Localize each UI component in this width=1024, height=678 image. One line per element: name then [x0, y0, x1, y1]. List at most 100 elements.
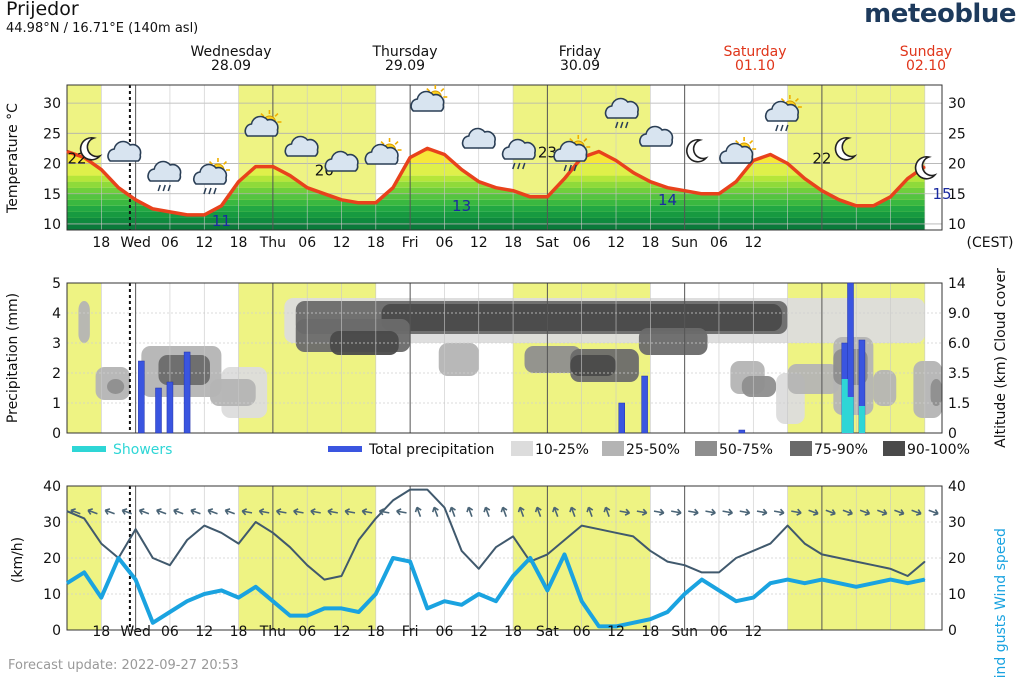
- wind-speed-point: [83, 571, 85, 573]
- legend-swatch-cloud: [695, 441, 717, 456]
- legend-label-cloud: 90-100%: [907, 442, 970, 458]
- weather-icon: [461, 127, 496, 149]
- legend-swatch-total: [328, 446, 362, 452]
- temperature-point: [598, 150, 600, 152]
- weather-icon: [553, 135, 591, 172]
- sun-ray: [569, 137, 574, 142]
- weather-icon: [410, 85, 448, 112]
- cloud-shape: [719, 142, 754, 164]
- temperature-min-label: 13: [452, 197, 471, 215]
- x-tick-label: 06: [298, 235, 316, 251]
- wind-gusts-point: [701, 571, 703, 573]
- wind-gusts-point: [135, 528, 137, 530]
- brand-logo[interactable]: meteoblue: [864, 0, 1016, 29]
- legend-swatch-showers: [72, 446, 106, 452]
- sun-ray: [380, 140, 385, 145]
- wind-gusts-point: [546, 553, 548, 555]
- wind-gusts-point: [306, 564, 308, 566]
- temperature-point: [924, 166, 926, 168]
- x-tick-label: Sat: [536, 235, 559, 251]
- wind-speed-point: [203, 593, 205, 595]
- temperature-point: [461, 169, 463, 171]
- temperature-band: [67, 223, 925, 230]
- wind-direction-arrow: [224, 508, 235, 515]
- x-tick-label: 18: [92, 624, 110, 640]
- wind-speed-point: [135, 579, 137, 581]
- wind-direction-arrow: [449, 506, 456, 517]
- x-tick-label: 06: [573, 624, 591, 640]
- wind-direction-arrow: [104, 508, 115, 515]
- wind-gusts-point: [478, 568, 480, 570]
- wind-gusts-point: [66, 510, 68, 512]
- cloud-cover-area: [930, 379, 942, 406]
- cloud-shape: [364, 143, 399, 165]
- wind-direction-arrow: [586, 506, 594, 517]
- wind-direction-arrow: [688, 508, 699, 516]
- wind-gusts-point: [718, 571, 720, 573]
- cloud-cover-area: [741, 376, 777, 397]
- cloud-shape: [604, 97, 639, 119]
- cloud-cover-area: [787, 364, 840, 394]
- day-name: Saturday: [723, 44, 787, 60]
- wind-gusts-point: [872, 564, 874, 566]
- y-tick-label: 2: [52, 366, 61, 382]
- legend-label-cloud: 75-90%: [814, 442, 868, 458]
- wind-direction-arrow: [121, 508, 132, 515]
- wind-gusts-point: [443, 507, 445, 509]
- day-header-friday: Friday 30.09: [559, 45, 601, 73]
- wind-direction-arrow: [653, 508, 665, 516]
- y-tick-label: 10: [43, 217, 61, 233]
- y-tick-label: 10: [43, 587, 61, 603]
- wind-direction-arrow: [156, 508, 167, 515]
- x-tick-label: 18: [504, 624, 522, 640]
- rain-streak: [522, 162, 526, 170]
- wind-gusts-point: [907, 575, 909, 577]
- temperature-band: [67, 193, 925, 200]
- temperature-point: [718, 193, 720, 195]
- y-tick-label-right: 14: [948, 276, 966, 292]
- precip-total-bar: [738, 429, 746, 434]
- weather-icon: [107, 140, 142, 162]
- wind-gusts-point: [684, 564, 686, 566]
- wind-gusts-point: [495, 546, 497, 548]
- y-axis-title-cloud: Altitude (km) Cloud cover: [993, 268, 1009, 448]
- precip-shower-bar: [858, 406, 865, 433]
- rain-streak: [780, 124, 784, 132]
- wind-gusts-point: [203, 525, 205, 527]
- rain-streak: [563, 164, 567, 172]
- wind-speed-point: [478, 593, 480, 595]
- wind-direction-arrow: [500, 506, 508, 517]
- wind-speed-point: [117, 557, 119, 559]
- wind-gusts-point: [838, 557, 840, 559]
- y-tick-label: 15: [43, 187, 61, 203]
- wind-direction-arrow: [190, 508, 201, 515]
- wind-gusts-point: [409, 489, 411, 491]
- precip-total-bar: [183, 351, 191, 434]
- temperature-point: [666, 187, 668, 189]
- wind-direction-arrow: [431, 506, 439, 517]
- y-tick-label-right: 25: [948, 126, 966, 142]
- y-tick-label: 5: [52, 276, 61, 292]
- cloud-shape: [461, 127, 496, 149]
- day-name: Wednesday: [190, 44, 272, 60]
- temperature-point: [872, 205, 874, 207]
- wind-speed-point: [152, 622, 154, 624]
- wind-direction-arrow: [705, 508, 716, 516]
- legend-swatch-cloud: [602, 441, 624, 456]
- wind-direction-arrow: [327, 508, 338, 516]
- wind-direction-arrow: [414, 506, 422, 517]
- wind-direction-arrow: [241, 508, 253, 516]
- wind-direction-arrow: [825, 509, 836, 516]
- sun-ray: [394, 140, 399, 145]
- temperature-point: [220, 205, 222, 207]
- x-tick-label: Fri: [402, 235, 419, 251]
- sun-ray: [440, 87, 445, 92]
- wind-gusts-point: [186, 539, 188, 541]
- wind-speed-point: [821, 579, 823, 581]
- weather-icon: [501, 138, 536, 170]
- rain-streak: [208, 187, 212, 195]
- temperature-point: [375, 202, 377, 204]
- legend-swatch-cloud: [511, 441, 533, 456]
- x-tick-label: 06: [161, 235, 179, 251]
- temperature-point: [512, 190, 514, 192]
